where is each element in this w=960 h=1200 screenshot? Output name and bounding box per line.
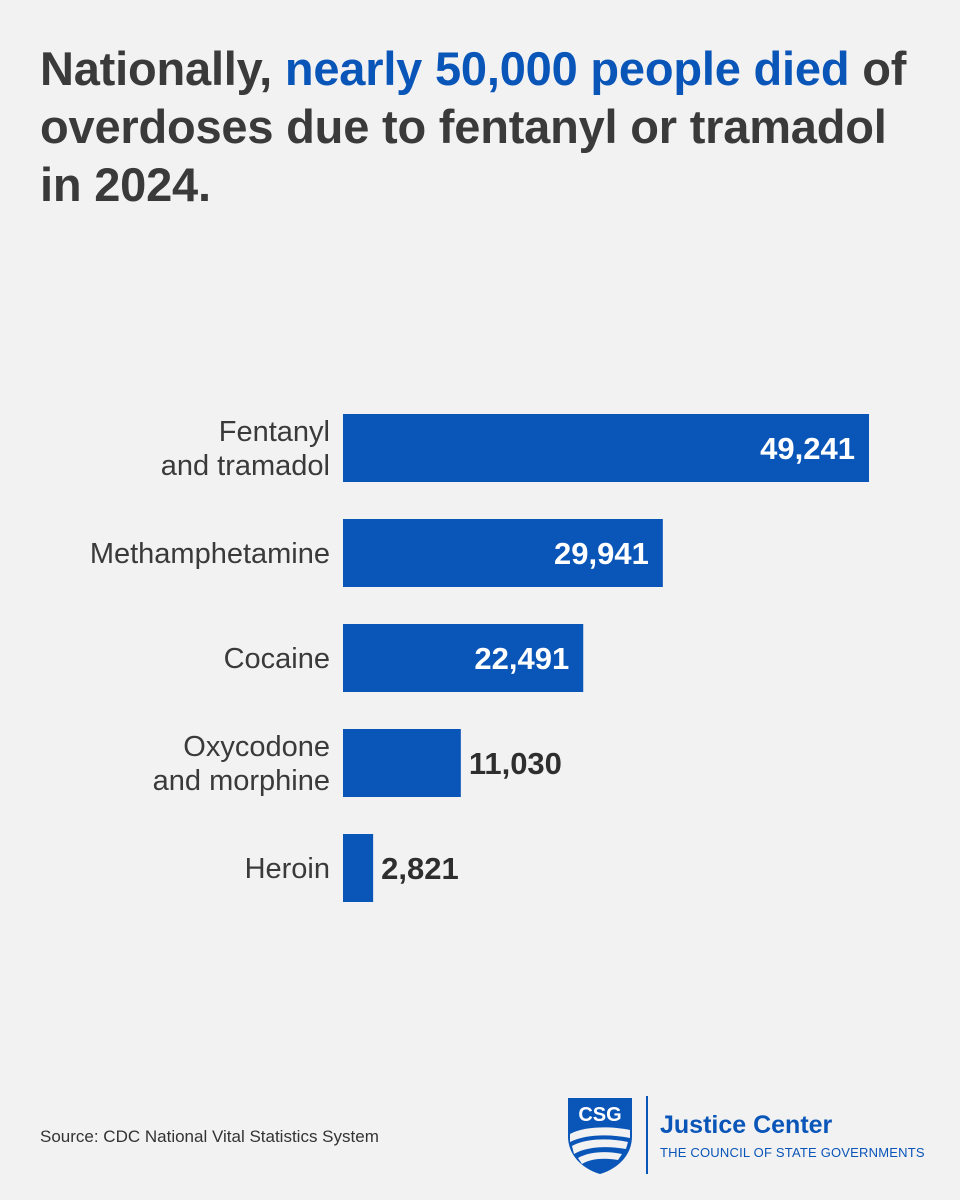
value-label: 49,241	[760, 431, 855, 466]
category-label: Cocaine	[224, 643, 330, 675]
logo-subtitle: THE COUNCIL OF STATE GOVERNMENTS	[660, 1145, 925, 1160]
category-label-line: Fentanyl	[219, 416, 330, 448]
value-label: 29,941	[554, 536, 649, 571]
category-label: Heroin	[245, 853, 330, 885]
value-label: 11,030	[469, 746, 562, 781]
bar-0	[343, 414, 869, 482]
category-label-line: and morphine	[153, 765, 330, 797]
category-label: Methamphetamine	[90, 538, 330, 570]
category-label-line: and tramadol	[161, 450, 330, 482]
category-label: Fentanyl and tramadol	[161, 416, 330, 482]
bar-3	[343, 729, 461, 797]
csg-justice-center-logo: CSG Justice Center THE COUNCIL OF STATE …	[566, 1096, 946, 1176]
value-label: 2,821	[381, 851, 459, 886]
category-label-line: Cocaine	[224, 643, 330, 675]
title-rest: of overdoses due to fentanyl or tramadol…	[40, 42, 907, 211]
category-label-line: Oxycodone	[183, 731, 330, 763]
logo-badge-text: CSG	[578, 1104, 621, 1126]
bar-1	[343, 519, 663, 587]
category-label-line: Heroin	[245, 853, 330, 885]
source-note: Source: CDC National Vital Statistics Sy…	[40, 1127, 379, 1146]
logo-divider	[646, 1096, 648, 1174]
bar-4	[343, 834, 374, 902]
csg-shield-logo: CSG	[568, 1098, 632, 1174]
bar-2	[343, 624, 584, 692]
value-label: 22,491	[474, 641, 569, 676]
logo-name: Justice Center	[660, 1111, 833, 1139]
title-highlight: nearly 50,000 people died	[284, 42, 850, 95]
title-lead: Nationally,	[40, 42, 285, 95]
chart-title: Nationally, nearly 50,000 people died of…	[40, 40, 920, 214]
category-label: Oxycodone and morphine	[153, 731, 330, 797]
category-label-line: Methamphetamine	[90, 538, 330, 570]
